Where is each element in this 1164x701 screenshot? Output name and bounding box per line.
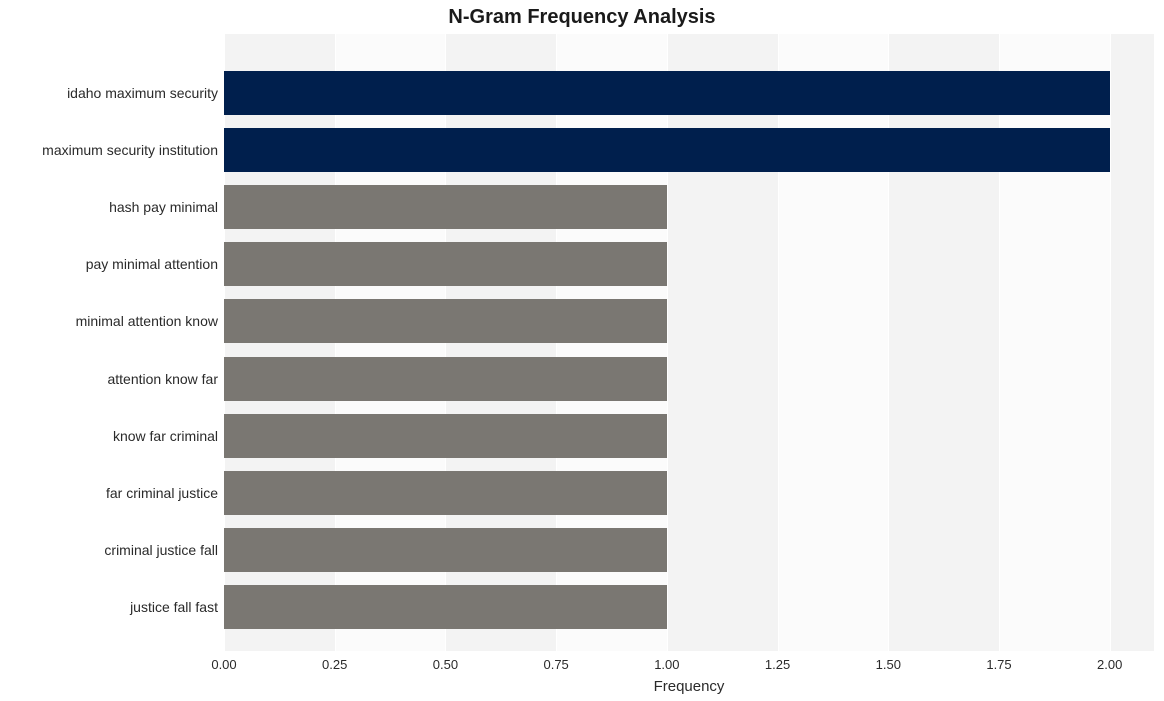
x-axis-tick-label: 1.00	[654, 657, 679, 672]
chart-container: N-Gram Frequency Analysis idaho maximum …	[0, 0, 1164, 701]
gridline	[667, 34, 668, 651]
bar	[224, 585, 667, 629]
plot-area	[224, 34, 1154, 651]
y-axis-label: justice fall fast	[130, 599, 218, 615]
chart-title: N-Gram Frequency Analysis	[0, 6, 1164, 29]
bar	[224, 528, 667, 572]
y-axis-label: pay minimal attention	[86, 256, 218, 272]
bar	[224, 242, 667, 286]
grid-stripe	[1110, 34, 1154, 651]
bar	[224, 414, 667, 458]
x-axis-tick-label: 0.25	[322, 657, 347, 672]
grid-stripe	[667, 34, 778, 651]
x-axis-tick-label: 0.00	[211, 657, 236, 672]
grid-stripe	[888, 34, 999, 651]
bar	[224, 128, 1110, 172]
x-axis-title: Frequency	[224, 678, 1154, 695]
y-axis-label: attention know far	[107, 371, 218, 387]
gridline	[999, 34, 1000, 651]
y-axis-label: criminal justice fall	[104, 542, 218, 558]
bar	[224, 185, 667, 229]
bar	[224, 71, 1110, 115]
x-axis-tick-label: 2.00	[1097, 657, 1122, 672]
x-axis-tick-label: 0.75	[543, 657, 568, 672]
grid-stripe	[778, 34, 889, 651]
y-axis-label: know far criminal	[113, 428, 218, 444]
gridline	[1110, 34, 1111, 651]
x-axis-tick-label: 1.75	[986, 657, 1011, 672]
y-axis-label: hash pay minimal	[109, 199, 218, 215]
y-axis-label: idaho maximum security	[67, 85, 218, 101]
bar	[224, 299, 667, 343]
bar	[224, 357, 667, 401]
grid-stripe	[999, 34, 1110, 651]
x-axis-tick-label: 1.50	[876, 657, 901, 672]
y-axis-label: far criminal justice	[106, 485, 218, 501]
x-axis-tick-label: 1.25	[765, 657, 790, 672]
gridline	[888, 34, 889, 651]
gridline	[778, 34, 779, 651]
y-axis-label: maximum security institution	[42, 142, 218, 158]
x-axis-tick-label: 0.50	[433, 657, 458, 672]
y-axis-label: minimal attention know	[76, 313, 218, 329]
bar	[224, 471, 667, 515]
